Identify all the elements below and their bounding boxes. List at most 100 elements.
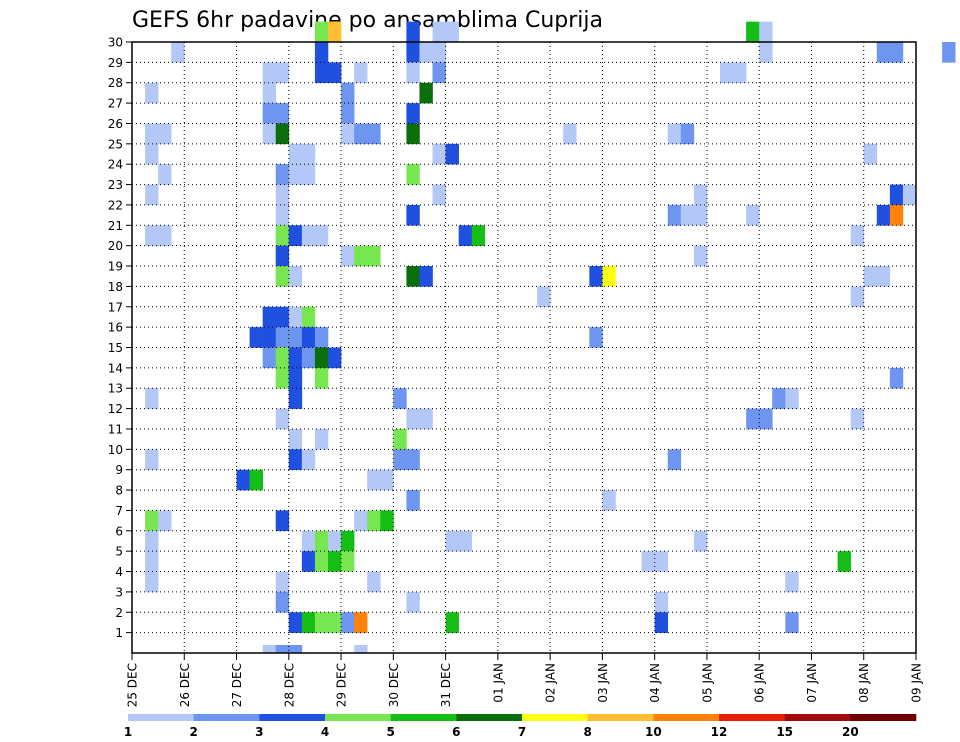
heatmap-cell	[158, 225, 172, 246]
heatmap-cell	[145, 449, 159, 470]
heatmap-cell	[393, 388, 407, 409]
heatmap-cell	[145, 184, 159, 206]
heatmap-cell	[406, 42, 420, 63]
heatmap-cell	[262, 62, 277, 84]
y-tick-label: 23	[108, 178, 123, 192]
heatmap-cell	[471, 225, 486, 246]
heatmap-cell	[693, 184, 708, 206]
x-tick-label: 29 DEC	[335, 663, 349, 707]
y-tick-label: 30	[108, 36, 123, 50]
colorbar-tick-label: 6	[452, 725, 460, 739]
heatmap-cell	[863, 266, 878, 287]
heatmap-cell	[458, 225, 473, 246]
y-tick-label: 10	[108, 443, 123, 457]
heatmap-cell	[314, 612, 329, 633]
heatmap-cell	[419, 42, 433, 63]
colorbar-swatch	[193, 714, 260, 721]
x-tick-label: 02 JAN	[544, 663, 558, 703]
heatmap-cell	[314, 347, 329, 369]
heatmap-cell	[406, 123, 420, 145]
y-tick-label: 4	[115, 565, 123, 579]
heatmap-cell	[301, 551, 316, 572]
y-tick-label: 25	[108, 137, 123, 151]
heatmap-cell	[341, 530, 355, 552]
y-tick-label: 18	[108, 280, 123, 294]
x-tick-label: 31 DEC	[439, 663, 453, 707]
heatmap-cell	[275, 367, 290, 389]
heatmap-cell	[902, 184, 917, 206]
heatmap-cell	[354, 510, 368, 532]
heatmap-cell	[328, 347, 342, 369]
colorbar-swatch	[128, 714, 194, 721]
heatmap-cell	[314, 551, 329, 572]
heatmap-cell	[288, 367, 303, 389]
heatmap-cell	[171, 42, 185, 63]
heatmap-cell	[602, 490, 616, 511]
heatmap-cell	[889, 367, 904, 389]
x-tick-label: 27 DEC	[230, 663, 244, 707]
heatmap-cell	[693, 530, 708, 552]
heatmap-cell	[288, 306, 303, 328]
y-tick-label: 28	[108, 76, 123, 90]
heatmap-cell	[759, 21, 773, 43]
heatmap-cell	[889, 204, 904, 226]
heatmap-cell	[145, 388, 159, 409]
heatmap-cell	[367, 510, 381, 532]
colorbar-swatch	[390, 714, 457, 721]
heatmap-cell	[563, 123, 577, 145]
y-tick-label: 7	[115, 504, 123, 518]
colorbar-tick-label: 20	[842, 725, 859, 739]
x-axis: 25 DEC 26 DEC 27 DEC 28 DEC 29 DEC 30 DEC 31 D…	[126, 653, 924, 707]
heatmap-cell	[288, 347, 303, 369]
heatmap-cell	[876, 266, 891, 287]
heatmap-cell	[458, 530, 473, 552]
heatmap-cell	[680, 204, 695, 226]
colorbar-tick-label: 3	[255, 725, 263, 739]
heatmap-cell	[589, 327, 603, 348]
heatmap-cell	[850, 408, 865, 430]
x-tick-label: 01 JAN	[491, 663, 505, 703]
heatmap-cell	[328, 551, 342, 572]
y-tick-label: 29	[108, 56, 123, 70]
heatmap-cell	[419, 408, 433, 430]
heatmap-cell	[406, 490, 420, 511]
heatmap-cell	[354, 245, 368, 267]
colorbar-tick-label: 1	[124, 725, 132, 739]
heatmap-cell	[432, 62, 446, 84]
y-tick-label: 3	[115, 585, 123, 599]
heatmap-cell	[942, 42, 956, 63]
heatmap-cell	[419, 266, 433, 287]
heatmap-cell	[249, 469, 263, 491]
heatmap-cell	[354, 62, 368, 84]
heatmap-cell	[288, 225, 303, 246]
heatmap-cell	[889, 184, 904, 206]
heatmap-cell	[367, 469, 381, 491]
heatmap-cell	[275, 164, 290, 185]
x-tick-label: 09 JAN	[910, 663, 924, 703]
heatmap-cell	[406, 21, 420, 43]
y-tick-label: 5	[115, 545, 123, 559]
heatmap-cell	[262, 82, 277, 104]
heatmap-cell	[746, 21, 760, 43]
y-tick-label: 20	[108, 239, 123, 253]
heatmap-cell	[275, 123, 290, 145]
heatmap-cell	[301, 449, 316, 470]
colorbar-swatch	[850, 714, 917, 721]
heatmap-cell	[680, 123, 695, 145]
heatmap-cell	[445, 530, 459, 552]
heatmap-cell	[249, 327, 263, 348]
heatmap-cell	[301, 530, 316, 552]
heatmap-cell	[406, 449, 420, 470]
heatmap-cell	[145, 510, 159, 532]
heatmap-cell	[275, 225, 290, 246]
y-tick-label: 12	[108, 402, 123, 416]
heatmap-cell	[288, 266, 303, 287]
heatmap-cell	[667, 204, 682, 226]
y-tick-label: 9	[115, 463, 123, 477]
heatmap-cell	[889, 42, 904, 63]
heatmap-cell	[850, 225, 865, 246]
heatmap-cell	[314, 367, 329, 389]
heatmap-cell	[720, 62, 734, 84]
heatmap-cell	[275, 306, 290, 328]
